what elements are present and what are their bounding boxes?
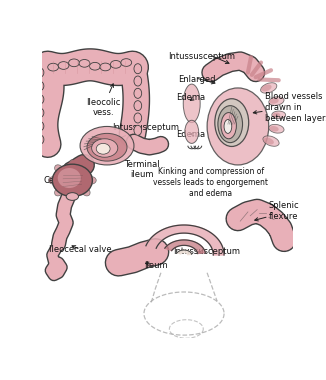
Ellipse shape [36,81,44,90]
Ellipse shape [269,124,284,133]
Ellipse shape [55,187,64,196]
Ellipse shape [81,165,90,174]
Polygon shape [146,225,224,255]
Text: Ileocolic
vess.: Ileocolic vess. [86,84,120,117]
Ellipse shape [55,165,64,174]
Ellipse shape [134,101,142,111]
Ellipse shape [80,127,134,165]
Ellipse shape [224,120,232,133]
Ellipse shape [96,143,110,154]
Text: Terminal
ileum: Terminal ileum [124,148,159,179]
Text: Ileocecal valve: Ileocecal valve [49,245,112,254]
Ellipse shape [36,95,44,104]
Ellipse shape [218,106,243,142]
Ellipse shape [185,120,199,143]
Ellipse shape [270,98,279,104]
Ellipse shape [221,112,236,139]
Ellipse shape [36,68,44,77]
Ellipse shape [66,193,79,200]
Ellipse shape [48,63,58,71]
Text: Edema: Edema [176,130,205,139]
Text: Splenic
flexure: Splenic flexure [269,201,299,221]
Ellipse shape [81,187,90,196]
Ellipse shape [263,136,279,146]
Ellipse shape [134,76,142,86]
Ellipse shape [134,113,142,123]
Ellipse shape [68,190,76,201]
Ellipse shape [85,176,96,184]
Ellipse shape [111,60,121,68]
Text: Ileum: Ileum [144,261,167,269]
Text: Edema: Edema [176,93,205,103]
Text: Intussusceptum: Intussusceptum [108,123,179,143]
Ellipse shape [90,62,100,70]
Ellipse shape [49,176,59,184]
Ellipse shape [183,84,200,123]
Ellipse shape [207,88,269,165]
Polygon shape [177,250,192,255]
Text: Intussusceptum: Intussusceptum [174,247,241,256]
Ellipse shape [134,88,142,98]
Text: Enlarged: Enlarged [179,75,216,84]
Ellipse shape [270,126,279,131]
Ellipse shape [263,138,274,144]
Ellipse shape [261,84,272,91]
Ellipse shape [215,99,249,146]
Ellipse shape [36,108,44,117]
Text: Cecum: Cecum [44,176,73,185]
Ellipse shape [134,64,142,74]
Ellipse shape [36,122,44,131]
Ellipse shape [58,168,81,188]
Ellipse shape [52,164,92,196]
Ellipse shape [272,111,286,119]
Ellipse shape [134,125,142,135]
Ellipse shape [121,59,132,66]
Polygon shape [165,240,205,253]
Text: Intussusceptum: Intussusceptum [168,52,235,61]
Ellipse shape [92,139,118,157]
Ellipse shape [79,60,90,67]
Ellipse shape [100,63,111,71]
Ellipse shape [68,160,76,170]
Text: Blood vessels
drawn in
between layers: Blood vessels drawn in between layers [265,92,326,123]
Ellipse shape [36,135,44,144]
Ellipse shape [260,83,277,93]
Ellipse shape [87,133,127,161]
Ellipse shape [69,59,80,66]
Ellipse shape [58,62,69,69]
Ellipse shape [273,112,280,117]
Text: Kinking and compression of
vessels leads to engorgement
and edema: Kinking and compression of vessels leads… [154,167,269,198]
Ellipse shape [269,97,284,105]
